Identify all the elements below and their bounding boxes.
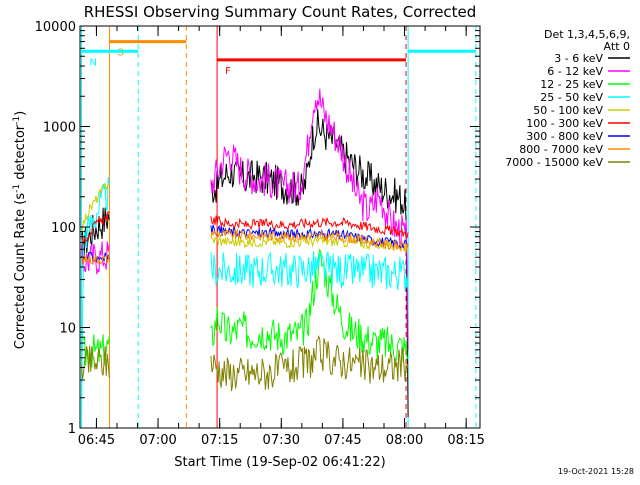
legend-entry-label: 7000 - 15000 keV	[505, 156, 603, 169]
x-axis-label: Start Time (19-Sep-02 06:41:22)	[174, 455, 385, 470]
y-axis-label-mid: detector	[13, 124, 28, 184]
x-tick-label: 07:00	[139, 433, 176, 448]
interval-label: N	[90, 57, 97, 68]
series-line	[210, 215, 409, 239]
y-tick-label: 10	[59, 322, 76, 337]
legend-entry-label: 300 - 800 keV	[526, 130, 603, 143]
series-line	[81, 210, 110, 244]
y-axis-label-end: )	[13, 111, 28, 116]
series-line	[81, 345, 110, 380]
x-tick-label: 06:45	[78, 433, 115, 448]
series-line	[81, 334, 110, 368]
legend-title-1: Det 1,3,4,5,6,9,	[544, 28, 630, 41]
legend-entry-label: 100 - 300 keV	[526, 117, 603, 130]
legend-entry-label: 6 - 12 keV	[547, 65, 603, 78]
x-tick-label: 08:15	[447, 433, 484, 448]
series-line	[81, 182, 110, 232]
series-line	[81, 253, 110, 265]
y-axis-label-sup1: -1	[12, 184, 22, 193]
legend-entry-label: 800 - 7000 keV	[519, 143, 603, 156]
chart-title: RHESSI Observing Summary Count Rates, Co…	[84, 3, 477, 21]
y-axis-label: Corrected Count Rate (s-1 detector-1)	[12, 111, 28, 349]
legend-entry-label: 12 - 25 keV	[540, 78, 603, 91]
series-line	[210, 251, 409, 292]
x-axis: 06:45 07:00 07:15 07:30 07:45 08:00 08:15	[78, 26, 485, 448]
x-tick-label: 07:30	[263, 433, 300, 448]
legend-entry-label: 3 - 6 keV	[554, 52, 603, 65]
y-axis-label-sup2: -1	[12, 116, 22, 125]
x-tick-label: 08:00	[386, 433, 423, 448]
y-tick-label: 1000	[43, 121, 76, 136]
x-tick-label: 07:45	[324, 433, 361, 448]
series-line	[210, 88, 409, 351]
y-tick-label: 10000	[35, 20, 76, 35]
y-tick-label: 1	[68, 422, 76, 437]
series-line	[210, 228, 409, 253]
data-series	[81, 88, 409, 429]
render-timestamp: 19-Oct-2021 15:28	[558, 467, 634, 476]
legend-title-2: Att 0	[604, 40, 630, 53]
legend-entry-label: 25 - 50 keV	[540, 91, 603, 104]
series-line	[210, 235, 409, 253]
y-tick-label: 100	[51, 221, 76, 236]
x-tick-label: 07:15	[201, 433, 238, 448]
interval-label: F	[225, 66, 231, 77]
series-line	[210, 334, 409, 392]
interval-label: S	[117, 48, 123, 59]
legend-entry-label: 50 - 100 keV	[533, 104, 603, 117]
series-line	[210, 248, 409, 363]
y-axis-label-main: Corrected Count Rate (s	[13, 193, 28, 350]
y-axis: 1 10 100 1000 10000	[35, 20, 480, 437]
